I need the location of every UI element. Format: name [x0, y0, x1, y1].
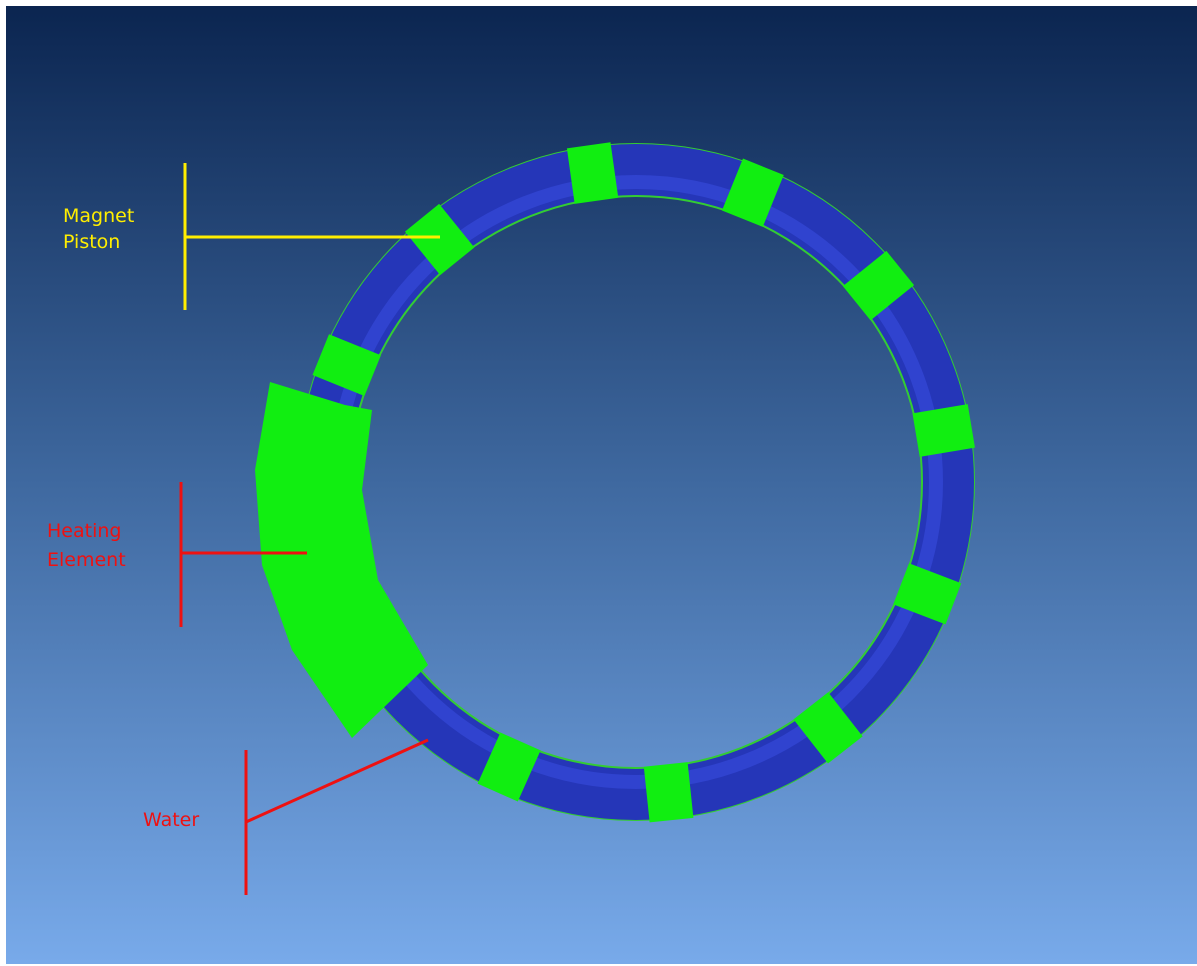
label-line: Magnet: [63, 205, 134, 227]
magnet-piston: [643, 762, 694, 823]
heating-element: [255, 382, 428, 738]
label-line: Heating: [47, 520, 121, 542]
magnet-piston: [842, 250, 915, 321]
pointer-line: [245, 738, 429, 824]
magnet-piston: [312, 334, 381, 397]
label-line: Element: [47, 549, 126, 571]
label-line: Water: [143, 809, 199, 831]
magnet-piston: [404, 203, 475, 276]
magnet-piston: [793, 692, 863, 764]
magnet-piston: [721, 158, 784, 227]
magnet-piston: [566, 142, 619, 204]
label-line: Piston: [63, 231, 120, 253]
magnet-piston: [893, 563, 962, 625]
magnet-piston: [912, 404, 975, 457]
magnet-piston: [477, 732, 541, 802]
